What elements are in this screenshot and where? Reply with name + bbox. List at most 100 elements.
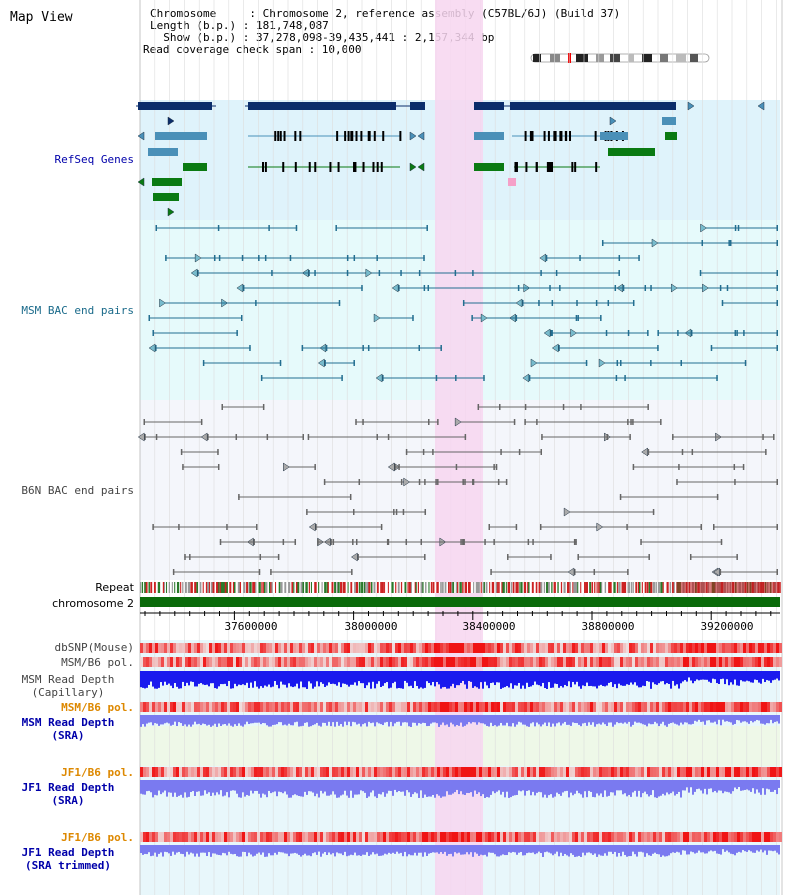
jf1-b6-pol-trim-heat	[476, 832, 479, 842]
msm-capillary-depth-bar	[294, 671, 296, 687]
jf1-trimmed-depth-bar	[182, 845, 184, 855]
repeat-mark	[659, 582, 661, 593]
jf1-trimmed-depth-bar	[292, 845, 294, 854]
msm-sra-depth-bar	[278, 715, 280, 723]
jf1-sra-depth-bar	[464, 780, 466, 796]
repeat-mark	[673, 582, 675, 593]
jf1-trimmed-depth-bar	[678, 845, 680, 853]
repeat-mark	[420, 582, 423, 593]
jf1-b6-pol-heat	[593, 767, 596, 777]
msm-b6-pol-heat	[713, 657, 716, 667]
msm-sra-depth-bar	[498, 715, 500, 726]
msm-capillary-depth-bar	[528, 671, 530, 687]
jf1-sra-depth-bar	[578, 780, 580, 794]
msm-b6-pol-sra-heat	[458, 702, 461, 712]
b6n-bac-end	[484, 539, 486, 545]
dbsnp-heat	[533, 643, 536, 653]
jf1-trimmed-depth-bar	[598, 845, 600, 855]
jf1-sra-depth-bar	[688, 780, 690, 793]
msm-b6-pol-sra-heat	[380, 702, 383, 712]
jf1-trimmed-depth-bar	[528, 845, 530, 853]
jf1-sra-depth-bar	[708, 780, 710, 789]
msm-b6-pol-sra-heat	[407, 702, 410, 712]
msm-capillary-depth-bar	[584, 671, 586, 687]
jf1-trimmed-depth-bar	[244, 845, 246, 853]
msm-b6-pol-sra-heat	[668, 702, 671, 712]
msm-b6-pol-heat	[362, 657, 365, 667]
msm-b6-pol-heat	[158, 657, 161, 667]
jf1-trimmed-depth-bar	[560, 845, 562, 853]
dbsnp-heat	[512, 643, 515, 653]
msm-capillary-depth-bar	[540, 671, 542, 687]
chromosome-ideogram[interactable]	[530, 52, 710, 64]
msm-capillary-depth-bar	[360, 671, 362, 684]
msm-b6-pol-sra-heat	[596, 702, 599, 712]
jf1-trimmed-depth-bar	[398, 845, 400, 854]
msm-sra-depth-bar	[568, 715, 570, 725]
msm-b6-pol-sra-heat	[482, 702, 485, 712]
msm-sra-depth-bar	[362, 715, 364, 725]
jf1-trimmed-depth-bar	[620, 845, 622, 857]
jf1-b6-pol-heat	[680, 767, 683, 777]
refseq-exon	[600, 132, 628, 140]
refseq-exon-tick	[531, 131, 534, 141]
b6n-bac-track[interactable]	[137, 404, 778, 577]
lower-bg	[140, 640, 780, 895]
b6n-bac-end	[488, 524, 491, 530]
jf1-trimmed-depth-bar	[554, 845, 556, 854]
msm-bac-track[interactable]	[148, 223, 778, 383]
repeat-track[interactable]	[140, 582, 781, 593]
jf1-b6-pol-trim-heat	[701, 832, 704, 842]
msm-sra-depth-bar	[388, 715, 390, 727]
msm-b6-pol-heat	[635, 657, 638, 667]
jf1-b6-pol-trim-heat	[215, 832, 218, 842]
b6n-bac-end	[393, 509, 395, 515]
b6n-bac-end	[432, 449, 434, 455]
refseq-genes-track[interactable]	[136, 101, 765, 217]
msm-sra-depth-bar	[422, 715, 424, 723]
jf1-b6-pol-heat	[590, 767, 593, 777]
b6n-bac-end	[402, 509, 405, 515]
repeat-mark	[347, 582, 349, 593]
msm-b6-pol-sra-heat	[644, 702, 647, 712]
repeat-mark	[769, 582, 772, 593]
repeat-mark	[141, 582, 144, 593]
msm-capillary-depth-bar	[238, 671, 240, 685]
msm-sra-depth-bar	[182, 715, 184, 726]
repeat-mark	[613, 582, 616, 593]
repeat-mark	[455, 582, 458, 593]
jf1-sra-depth-bar	[140, 780, 142, 794]
jf1-trimmed-depth-bar	[778, 845, 780, 855]
refseq-exon-tick	[264, 162, 267, 172]
b6n-bac-end	[575, 539, 577, 545]
refseq-exon-tick	[564, 131, 567, 141]
b6n-bac-end	[672, 434, 674, 440]
jf1-b6-pol-heat	[530, 767, 533, 777]
jf1-b6-pol-trim-heat	[569, 832, 572, 842]
jf1-trimmed-depth-bar	[754, 845, 756, 853]
msm-capillary-depth-bar	[606, 671, 608, 686]
msm-b6-pol-heat	[590, 657, 593, 667]
repeat-mark	[531, 582, 534, 593]
msm-capillary-depth-bar	[548, 671, 550, 683]
msm-bac-end	[423, 285, 426, 291]
heatmap-tracks[interactable]	[140, 643, 782, 842]
msm-capillary-depth-bar	[184, 671, 186, 686]
jf1-b6-pol-heat	[770, 767, 773, 777]
refseq-exon-tick	[535, 162, 538, 172]
read-depth-tracks[interactable]	[140, 671, 780, 857]
dbsnp-heat	[491, 643, 494, 653]
msm-capillary-depth-bar	[676, 671, 678, 685]
msm-sra-depth-bar	[370, 715, 372, 724]
msm-capillary-depth-bar	[484, 671, 486, 682]
jf1-sra-depth-bar	[654, 780, 656, 798]
msm-capillary-depth-bar	[372, 671, 374, 682]
jf1-b6-pol-heat	[740, 767, 743, 777]
refseq-exon	[155, 132, 207, 140]
msm-sra-depth-bar	[760, 715, 762, 724]
msm-sra-depth-bar	[152, 715, 154, 726]
refseq-exon-tick	[337, 162, 340, 172]
dbsnp-heat	[509, 643, 512, 653]
jf1-b6-pol-trim-heat	[254, 832, 257, 842]
